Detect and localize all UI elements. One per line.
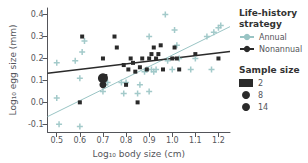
svg-text:0.3: 0.3 <box>31 32 44 41</box>
svg-text:Life-history: Life-history <box>239 8 297 18</box>
svg-text:1.1: 1.1 <box>189 136 202 145</box>
svg-text:0.0: 0.0 <box>31 98 44 107</box>
svg-text:strategy: strategy <box>239 19 282 29</box>
svg-text:0.9: 0.9 <box>143 136 156 145</box>
svg-text:0.1: 0.1 <box>31 76 44 85</box>
svg-text:0.7: 0.7 <box>97 136 110 145</box>
svg-text:Log₁₀ body size (cm): Log₁₀ body size (cm) <box>93 149 185 159</box>
svg-text:0.4: 0.4 <box>31 10 44 19</box>
svg-text:1.0: 1.0 <box>166 136 179 145</box>
svg-text:Sample size: Sample size <box>239 65 299 75</box>
svg-text:0.6: 0.6 <box>73 136 86 145</box>
svg-text:-0.1: -0.1 <box>28 120 44 129</box>
svg-text:0.8: 0.8 <box>120 136 133 145</box>
svg-text:8: 8 <box>258 91 263 100</box>
svg-text:1.2: 1.2 <box>212 136 225 145</box>
svg-text:Annual: Annual <box>259 33 287 42</box>
svg-text:14: 14 <box>258 103 268 112</box>
svg-text:0.5: 0.5 <box>50 136 63 145</box>
svg-text:Nonannual: Nonannual <box>259 45 302 54</box>
svg-text:0.2: 0.2 <box>31 54 44 63</box>
svg-text:Log₁₀ egg size (mm): Log₁₀ egg size (mm) <box>8 25 18 116</box>
svg-text:2: 2 <box>258 79 263 88</box>
